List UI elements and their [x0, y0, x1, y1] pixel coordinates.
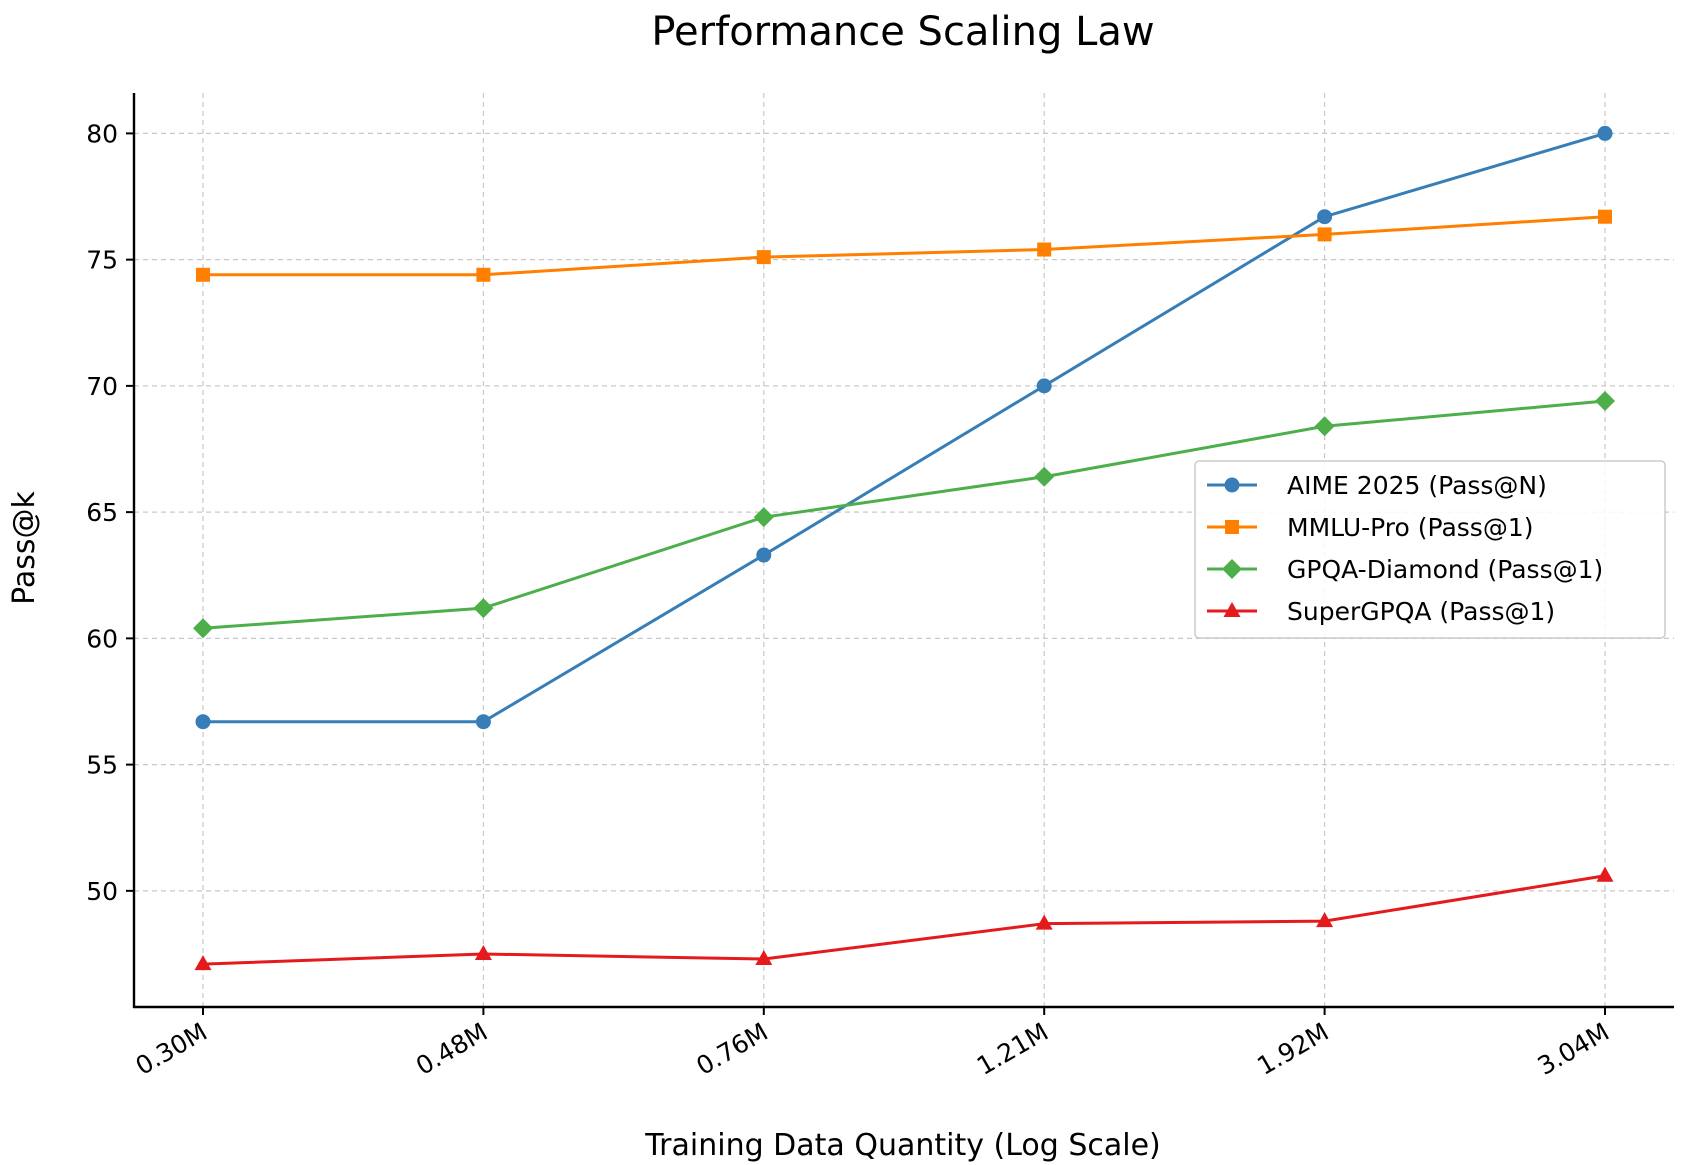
- x-tick-label: 1.21M: [972, 1017, 1053, 1081]
- y-tick-label: 65: [86, 498, 118, 527]
- data-point: [1317, 209, 1333, 225]
- series-1: [196, 209, 1612, 282]
- y-axis-title: Pass@k: [7, 490, 42, 604]
- data-point: [1035, 914, 1053, 930]
- series-line: [202, 399, 1606, 630]
- data-point: [753, 507, 774, 528]
- data-point: [193, 618, 213, 639]
- data-point: [1034, 466, 1055, 487]
- data-point: [756, 547, 772, 563]
- series-2: [193, 391, 1615, 639]
- legend-marker: [1225, 520, 1239, 534]
- x-tick-label: 1.92M: [1252, 1017, 1333, 1081]
- data-point: [1037, 242, 1052, 257]
- data-point: [1597, 125, 1613, 141]
- data-point: [475, 714, 491, 730]
- y-tick-label: 60: [86, 624, 118, 653]
- series-line: [202, 874, 1606, 966]
- legend-label: SuperGPQA (Pass@1): [1287, 597, 1555, 626]
- x-tick-label: 3.04M: [1533, 1017, 1614, 1081]
- legend: AIME 2025 (Pass@N) MMLU-Pro (Pass@1) GPQA-…: [1194, 460, 1666, 639]
- axes-layer: [132, 93, 1674, 1009]
- data-point: [195, 714, 211, 730]
- x-tick-label: 0.76M: [691, 1017, 772, 1081]
- series-0: [195, 125, 1613, 730]
- chart-title: Performance Scaling Law: [651, 9, 1154, 55]
- data-point: [476, 267, 491, 282]
- data-point: [474, 944, 492, 960]
- series-line: [203, 131, 1606, 724]
- legend-marker: [1224, 477, 1240, 493]
- data-point: [1316, 912, 1334, 928]
- data-point: [1598, 209, 1612, 224]
- data-point: [196, 267, 210, 282]
- x-axis-title: Training Data Quantity (Log Scale): [644, 1128, 1161, 1163]
- data-point: [1317, 227, 1332, 242]
- grid-layer: [134, 93, 1674, 1007]
- legend-label: AIME 2025 (Pass@N): [1287, 471, 1547, 500]
- x-tick-label: 0.30M: [131, 1017, 212, 1081]
- series-line: [203, 215, 1606, 277]
- series-3: [194, 866, 1614, 971]
- data-point: [1314, 416, 1335, 437]
- data-point: [756, 250, 771, 265]
- legend-marker: [1223, 602, 1241, 617]
- legend-box: [1194, 460, 1666, 639]
- y-tick-label: 70: [86, 372, 118, 401]
- legend-label: MMLU-Pro (Pass@1): [1287, 513, 1533, 542]
- y-tick-label: 50: [86, 877, 118, 906]
- data-point: [1036, 378, 1052, 394]
- data-point: [473, 598, 494, 619]
- y-tick-label: 55: [86, 751, 118, 780]
- data-point: [1595, 391, 1615, 412]
- x-tick-label: 0.48M: [411, 1017, 492, 1081]
- series-layer: [193, 125, 1615, 971]
- y-tick-label: 75: [86, 246, 118, 275]
- y-tick-label: 80: [86, 119, 118, 148]
- legend-marker: [1222, 559, 1242, 579]
- data-point: [194, 955, 212, 971]
- data-point: [755, 950, 773, 966]
- legend-label: GPQA-Diamond (Pass@1): [1287, 555, 1603, 584]
- data-point: [1596, 866, 1614, 882]
